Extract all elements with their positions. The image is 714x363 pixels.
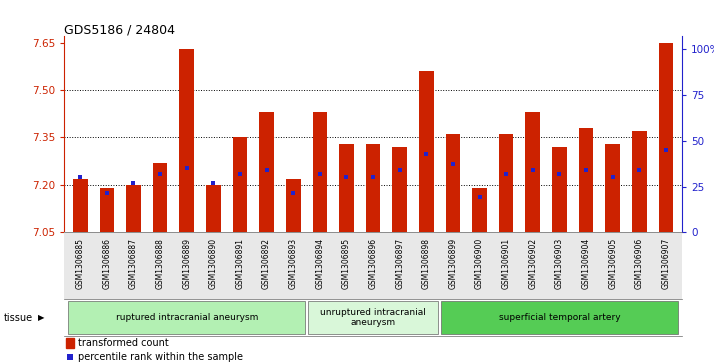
Bar <box>393 147 407 232</box>
Text: GSM1306904: GSM1306904 <box>581 238 590 289</box>
Text: GSM1306902: GSM1306902 <box>528 238 538 289</box>
Bar <box>472 188 487 232</box>
Text: superficial temporal artery: superficial temporal artery <box>498 313 620 322</box>
Text: GSM1306905: GSM1306905 <box>608 238 617 289</box>
Text: GSM1306891: GSM1306891 <box>236 238 244 289</box>
Bar <box>632 131 647 232</box>
Bar <box>73 179 88 232</box>
Text: GSM1306888: GSM1306888 <box>156 238 165 289</box>
Bar <box>446 134 461 232</box>
Bar <box>179 49 194 232</box>
Bar <box>658 42 673 232</box>
FancyBboxPatch shape <box>69 301 305 334</box>
Text: percentile rank within the sample: percentile rank within the sample <box>78 352 243 362</box>
Text: GSM1306892: GSM1306892 <box>262 238 271 289</box>
Bar <box>499 134 513 232</box>
Text: GSM1306906: GSM1306906 <box>635 238 644 289</box>
Bar <box>579 128 593 232</box>
Text: GSM1306898: GSM1306898 <box>422 238 431 289</box>
Bar <box>206 185 221 232</box>
Text: GSM1306896: GSM1306896 <box>368 238 378 289</box>
Text: GSM1306893: GSM1306893 <box>288 238 298 289</box>
Bar <box>366 144 381 232</box>
Bar <box>153 163 167 232</box>
Text: ▶: ▶ <box>38 313 44 322</box>
Text: GSM1306895: GSM1306895 <box>342 238 351 289</box>
Bar <box>339 144 353 232</box>
Text: GSM1306897: GSM1306897 <box>395 238 404 289</box>
FancyBboxPatch shape <box>441 301 678 334</box>
Text: GSM1306899: GSM1306899 <box>448 238 458 289</box>
Text: transformed count: transformed count <box>78 338 169 348</box>
Bar <box>233 138 247 232</box>
Bar <box>259 112 274 232</box>
Bar <box>126 185 141 232</box>
Text: ruptured intracranial aneurysm: ruptured intracranial aneurysm <box>116 313 258 322</box>
Bar <box>66 338 74 348</box>
Text: GDS5186 / 24804: GDS5186 / 24804 <box>64 24 175 37</box>
Bar <box>419 71 433 232</box>
Bar <box>526 112 540 232</box>
FancyBboxPatch shape <box>308 301 438 334</box>
Text: GSM1306907: GSM1306907 <box>661 238 670 289</box>
Text: GSM1306890: GSM1306890 <box>208 238 218 289</box>
Text: GSM1306900: GSM1306900 <box>475 238 484 289</box>
Bar <box>552 147 567 232</box>
Text: GSM1306885: GSM1306885 <box>76 238 85 289</box>
Text: GSM1306887: GSM1306887 <box>129 238 138 289</box>
Text: GSM1306889: GSM1306889 <box>182 238 191 289</box>
Text: GSM1306886: GSM1306886 <box>102 238 111 289</box>
Text: GSM1306903: GSM1306903 <box>555 238 564 289</box>
Text: tissue: tissue <box>4 313 33 323</box>
Text: unruptured intracranial
aneurysm: unruptured intracranial aneurysm <box>320 308 426 327</box>
Bar <box>286 179 301 232</box>
Bar <box>313 112 327 232</box>
Text: GSM1306901: GSM1306901 <box>502 238 511 289</box>
Bar <box>605 144 620 232</box>
Bar <box>99 188 114 232</box>
Text: GSM1306894: GSM1306894 <box>316 238 324 289</box>
